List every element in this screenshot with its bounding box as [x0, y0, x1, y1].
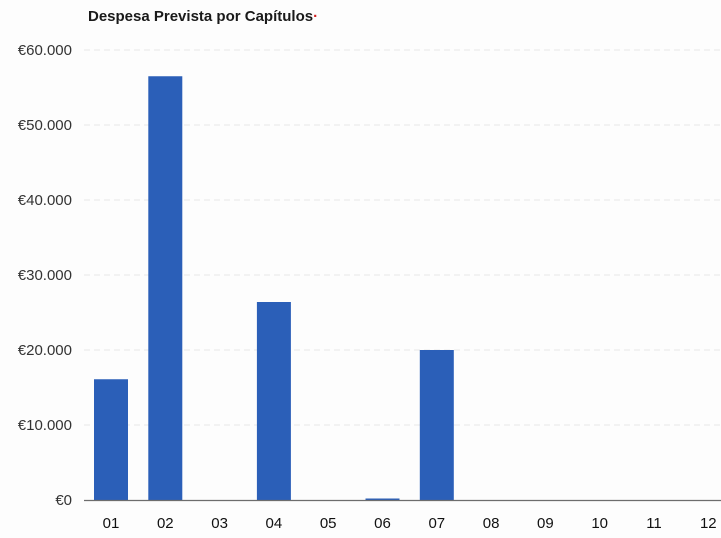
- x-tick-label: 12: [700, 515, 717, 532]
- bar-06: [365, 498, 400, 500]
- bars: [94, 76, 454, 500]
- x-tick-label: 08: [483, 515, 500, 532]
- x-tick-label: 09: [537, 515, 554, 532]
- chart-title-text: Despesa Prevista por Capítulos: [88, 8, 314, 25]
- y-tick-label: €0: [55, 492, 72, 509]
- bar-01: [94, 379, 128, 500]
- x-tick-label: 10: [591, 515, 608, 532]
- y-tick-label: €30.000: [18, 267, 72, 284]
- x-tick-label: 04: [266, 515, 283, 532]
- bar-04: [256, 302, 291, 500]
- y-tick-label: €50.000: [18, 117, 72, 134]
- x-tick-label: 05: [320, 515, 337, 532]
- y-tick-label: €40.000: [18, 192, 72, 209]
- y-tick-label: €60.000: [18, 42, 72, 59]
- x-tick-label: 07: [428, 515, 445, 532]
- y-axis-ticks: €0 €10.000 €20.000 €30.000 €40.000 €50.000 €60…: [18, 42, 72, 509]
- y-tick-label: €10.000: [18, 417, 72, 434]
- title-marker-dot: ·: [313, 8, 319, 25]
- chart-title: Despesa Prevista por Capítulos·: [88, 8, 318, 25]
- x-tick-label: 11: [646, 515, 662, 532]
- x-axis-ticks: 01 02 03 04 05 06 07 08 09 10 11 12: [103, 515, 717, 532]
- x-tick-label: 03: [211, 515, 228, 532]
- gridlines: [84, 49, 721, 426]
- bar-07: [419, 350, 454, 500]
- x-tick-label: 02: [157, 515, 174, 532]
- bar-02: [148, 76, 183, 500]
- x-tick-label: 06: [374, 515, 391, 532]
- x-tick-label: 01: [103, 515, 120, 532]
- y-tick-label: €20.000: [18, 342, 72, 359]
